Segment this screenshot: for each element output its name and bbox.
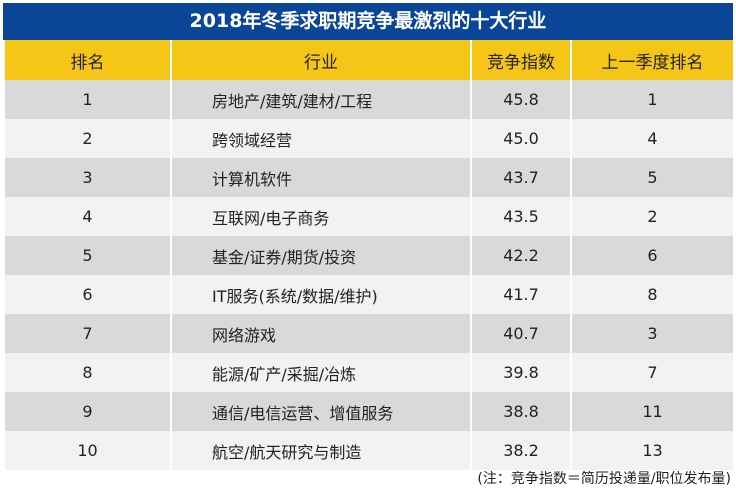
index-cell: 42.2 [470,236,572,275]
industry-cell: 通信/电信运营、增值服务 [170,392,472,431]
rank-cell: 7 [3,314,172,353]
prev-rank-cell: 13 [570,431,735,470]
industry-cell: 房地产/建筑/建材/工程 [170,80,472,119]
prev-rank-cell: 7 [570,353,735,392]
header-prev-rank: 上一季度排名 [570,40,735,80]
table-row: 6 IT服务(系统/数据/维护) 41.7 8 [3,275,735,314]
prev-rank-cell: 6 [570,236,735,275]
industry-cell: 能源/矿产/采掘/冶炼 [170,353,472,392]
prev-rank-cell: 1 [570,80,735,119]
header-index: 竞争指数 [470,40,572,80]
prev-rank-cell: 4 [570,119,735,158]
index-cell: 39.8 [470,353,572,392]
table-row: 1 房地产/建筑/建材/工程 45.8 1 [3,80,735,119]
table-row: 2 跨领域经营 45.0 4 [3,119,735,158]
rank-cell: 5 [3,236,172,275]
industry-cell: 网络游戏 [170,314,472,353]
table-row: 5 基金/证券/期货/投资 42.2 6 [3,236,735,275]
rank-cell: 2 [3,119,172,158]
rank-cell: 4 [3,197,172,236]
rank-cell: 9 [3,392,172,431]
index-cell: 45.0 [470,119,572,158]
index-cell: 43.7 [470,158,572,197]
header-rank: 排名 [3,40,172,80]
table-row: 10 航空/航天研究与制造 38.2 13 [3,431,735,470]
industry-cell: 互联网/电子商务 [170,197,472,236]
industry-cell: 计算机软件 [170,158,472,197]
prev-rank-cell: 8 [570,275,735,314]
table-row: 7 网络游戏 40.7 3 [3,314,735,353]
header-industry: 行业 [170,40,472,80]
table-row: 8 能源/矿产/采掘/冶炼 39.8 7 [3,353,735,392]
industry-cell: 跨领域经营 [170,119,472,158]
index-cell: 45.8 [470,80,572,119]
header-row: 排名 行业 竞争指数 上一季度排名 [3,40,735,80]
rank-cell: 1 [3,80,172,119]
rank-cell: 10 [3,431,172,470]
ranking-table: 排名 行业 竞争指数 上一季度排名 1 房地产/建筑/建材/工程 45.8 1 2 跨领域… [3,40,735,470]
index-cell: 38.8 [470,392,572,431]
index-cell: 43.5 [470,197,572,236]
industry-cell: IT服务(系统/数据/维护) [170,275,472,314]
rank-cell: 8 [3,353,172,392]
table-row: 4 互联网/电子商务 43.5 2 [3,197,735,236]
index-cell: 41.7 [470,275,572,314]
index-cell: 38.2 [470,431,572,470]
industry-cell: 基金/证券/期货/投资 [170,236,472,275]
rank-cell: 3 [3,158,172,197]
rank-cell: 6 [3,275,172,314]
table-row: 9 通信/电信运营、增值服务 38.8 11 [3,392,735,431]
prev-rank-cell: 2 [570,197,735,236]
table-title: 2018年冬季求职期竞争最激烈的十大行业 [3,3,733,40]
prev-rank-cell: 3 [570,314,735,353]
table-row: 3 计算机软件 43.7 5 [3,158,735,197]
footnote: (注：竞争指数＝简历投递量/职位发布量) [477,471,731,487]
prev-rank-cell: 5 [570,158,735,197]
prev-rank-cell: 11 [570,392,735,431]
index-cell: 40.7 [470,314,572,353]
industry-cell: 航空/航天研究与制造 [170,431,472,470]
